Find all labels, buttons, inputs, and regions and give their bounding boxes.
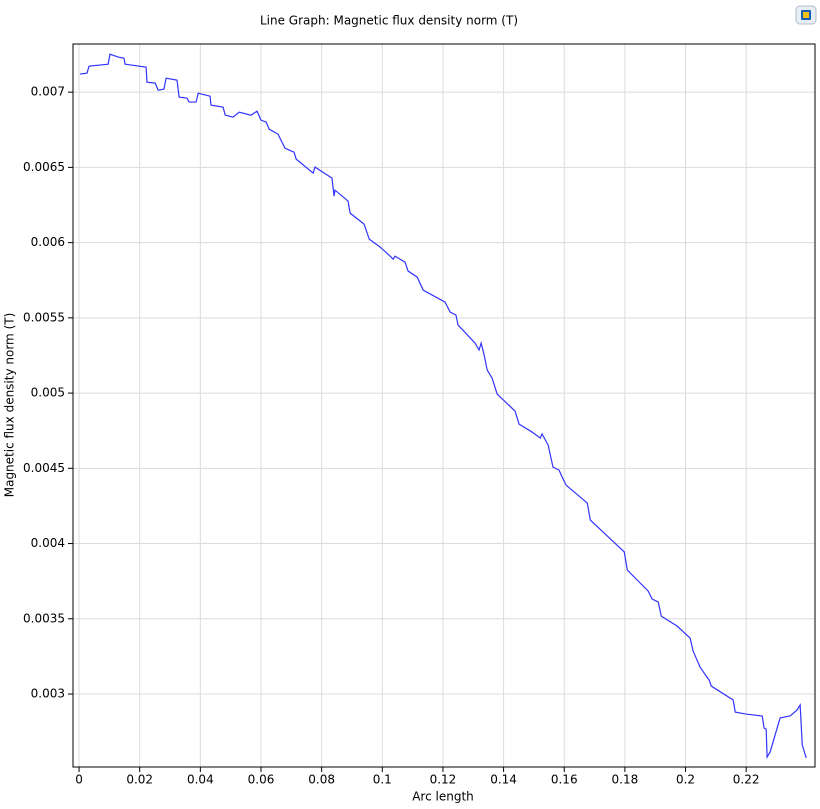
y-tick-label: 0.003: [31, 687, 65, 701]
x-tick-label: 0.04: [187, 773, 214, 787]
chart-title: Line Graph: Magnetic flux density norm (…: [260, 14, 518, 28]
y-axis-label: Magnetic flux density norm (T): [3, 313, 17, 498]
y-tick-label: 0.006: [31, 235, 65, 249]
x-tick-label: 0.14: [490, 773, 517, 787]
data-line: [79, 53, 807, 760]
y-tick-label: 0.007: [31, 85, 65, 99]
x-tick-label: 0.12: [430, 773, 457, 787]
x-tick-label: 0.02: [126, 773, 153, 787]
x-tick-label: 0.18: [612, 773, 639, 787]
y-tick-label: 0.005: [31, 386, 65, 400]
x-tick-label: 0.22: [733, 773, 760, 787]
y-tick-label: 0.0045: [23, 461, 65, 475]
y-tick-label: 0.004: [31, 536, 65, 550]
y-tick-label: 0.0065: [23, 160, 65, 174]
x-tick-label: 0.08: [308, 773, 335, 787]
x-tick-label: 0.2: [676, 773, 695, 787]
icon[interactable]: [795, 5, 817, 25]
y-tick-label: 0.0035: [23, 611, 65, 625]
plot-frame: [72, 43, 816, 768]
x-tick-label: 0.1: [373, 773, 392, 787]
x-axis-label: Arc length: [412, 790, 474, 804]
plot-area: [73, 44, 815, 767]
x-tick-label: 0.06: [248, 773, 275, 787]
x-tick-label: 0.16: [551, 773, 578, 787]
x-tick-label: 0: [75, 773, 83, 787]
y-tick-label: 0.0055: [23, 310, 65, 324]
